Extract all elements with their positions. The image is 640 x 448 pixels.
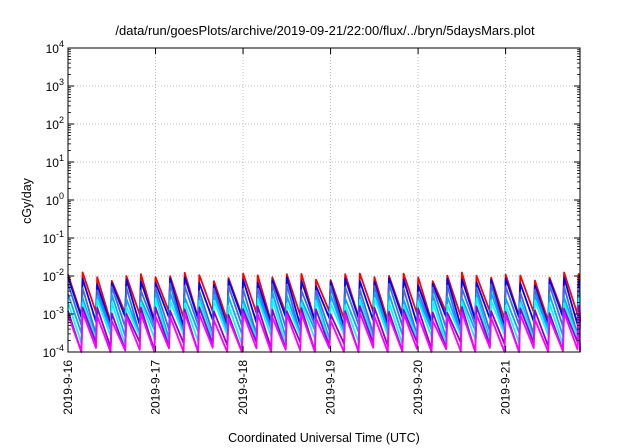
chart-title: /data/run/goesPlots/archive/2019-09-21/2… [115,23,535,38]
y-axis: 10-4 10-3 10-2 10-1 100 101 102 103 104 [43,39,580,360]
x-tick-label: 2019-9-21 [499,360,513,415]
x-tick-label: 2019-9-20 [411,360,425,415]
x-axis-label: Coordinated Universal Time (UTC) [228,431,420,445]
x-tick-label: 2019-9-19 [324,360,338,415]
y-tick-label: 102 [46,115,64,132]
y-tick-label: 10-1 [43,229,64,246]
x-tick-label: 2019-9-17 [149,360,163,415]
y-axis-label: cGy/day [20,177,34,224]
y-tick-label: 10-3 [43,305,64,322]
series-line-7 [67,311,581,353]
grid [68,48,580,352]
x-tick-label: 2019-9-18 [236,360,250,415]
y-tick-label: 104 [46,39,64,56]
x-axis: 2019-9-16 2019-9-17 2019-9-18 2019-9-19 2019… [61,48,513,415]
series-layer [67,271,581,353]
x-tick-label: 2019-9-16 [61,360,75,415]
y-tick-label: 100 [46,191,64,208]
y-tick-label: 10-2 [43,267,64,284]
y-tick-label: 103 [46,77,64,94]
y-tick-label: 10-4 [43,343,64,360]
y-tick-label: 101 [46,153,64,170]
